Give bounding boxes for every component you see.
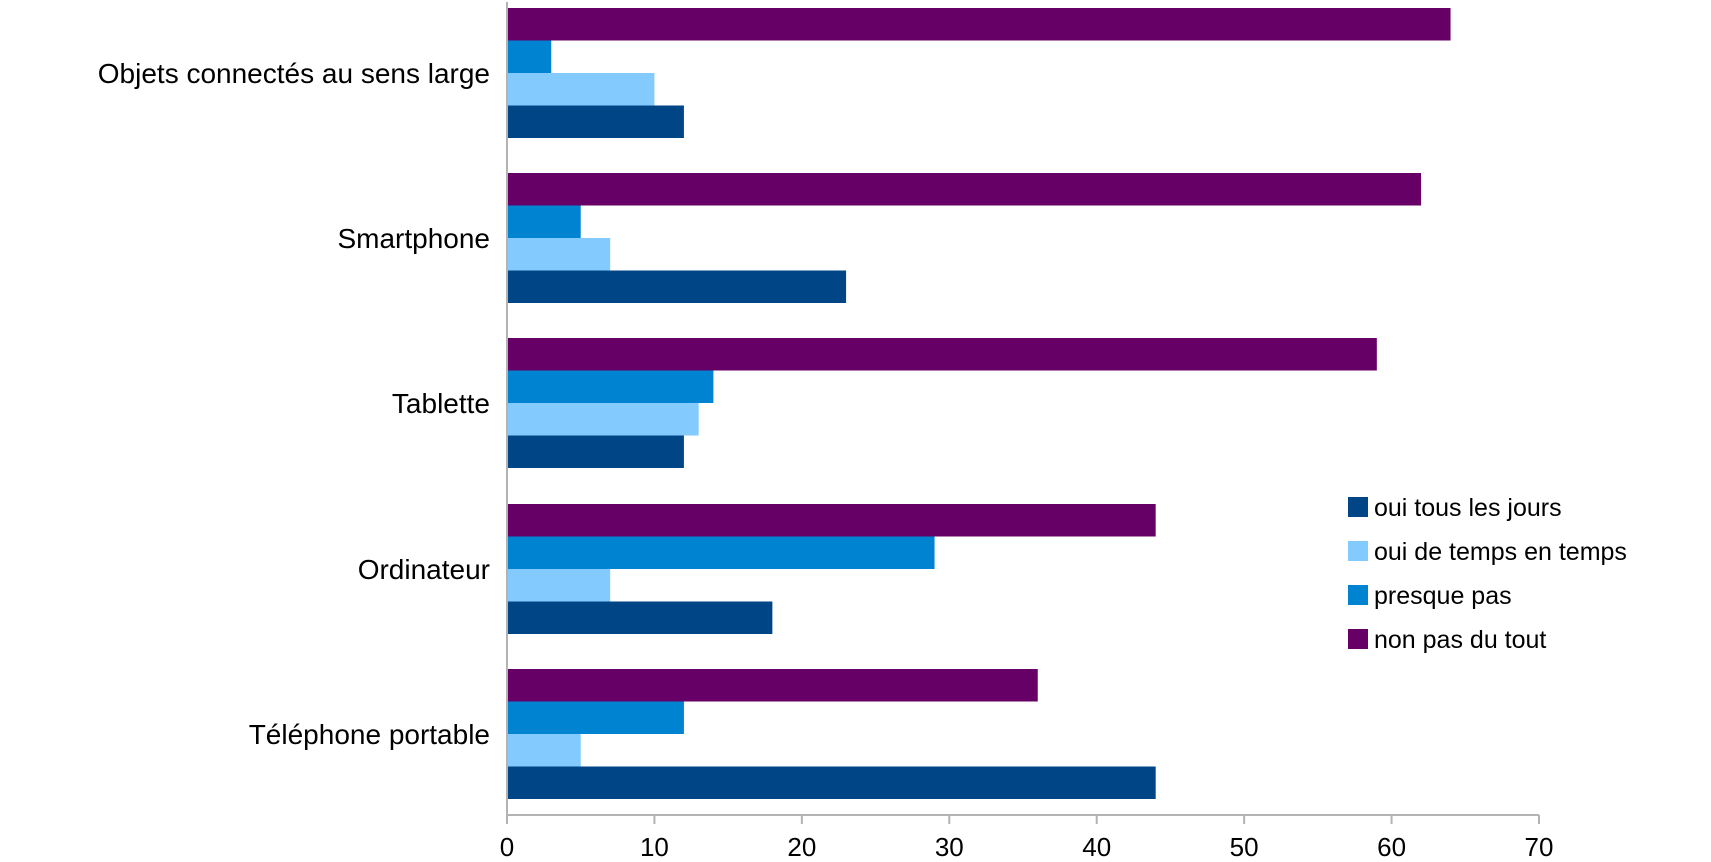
x-tick-label: 20 bbox=[787, 832, 816, 862]
bar-5-4 bbox=[507, 669, 1038, 702]
legend-label: non pas du tout bbox=[1374, 626, 1546, 654]
category-labels: Objets connectés au sens large Smartphone… bbox=[98, 58, 490, 750]
category-label: Ordinateur bbox=[358, 554, 490, 585]
bar-4-1 bbox=[507, 601, 773, 634]
legend-label: oui tous les jours bbox=[1374, 494, 1562, 522]
category-label: Téléphone portable bbox=[249, 719, 490, 750]
bar-3-1 bbox=[507, 435, 684, 468]
x-tick-label: 30 bbox=[935, 832, 964, 862]
bar-3-3 bbox=[507, 370, 714, 403]
bars-group bbox=[507, 8, 1451, 799]
bar-1-1 bbox=[507, 105, 684, 138]
x-tick-label: 60 bbox=[1377, 832, 1406, 862]
bar-2-3 bbox=[507, 205, 581, 238]
bar-2-2 bbox=[507, 238, 611, 271]
bar-4-2 bbox=[507, 569, 611, 602]
legend-swatch bbox=[1348, 497, 1368, 517]
bar-2-4 bbox=[507, 173, 1422, 206]
bar-5-3 bbox=[507, 701, 684, 734]
x-tick-label: 50 bbox=[1230, 832, 1259, 862]
bar-1-3 bbox=[507, 40, 552, 73]
bar-2-1 bbox=[507, 270, 847, 303]
x-tick-label: 40 bbox=[1082, 832, 1111, 862]
legend-label: oui de temps en temps bbox=[1374, 538, 1627, 566]
legend-label: presque pas bbox=[1374, 582, 1512, 610]
category-label: Objets connectés au sens large bbox=[98, 58, 490, 89]
x-tick-label: 70 bbox=[1525, 832, 1554, 862]
legend: oui tous les jours oui de temps en temps p… bbox=[1348, 494, 1627, 654]
x-tick-label: 10 bbox=[640, 832, 669, 862]
legend-swatch bbox=[1348, 629, 1368, 649]
legend-swatch bbox=[1348, 541, 1368, 561]
bar-1-2 bbox=[507, 73, 655, 106]
bar-3-4 bbox=[507, 338, 1377, 371]
category-label: Tablette bbox=[392, 388, 490, 419]
legend-swatch bbox=[1348, 585, 1368, 605]
x-tick-label: 0 bbox=[500, 832, 514, 862]
bar-4-4 bbox=[507, 504, 1156, 537]
bar-4-3 bbox=[507, 536, 935, 569]
category-label: Smartphone bbox=[337, 223, 490, 254]
bar-1-4 bbox=[507, 8, 1451, 41]
bar-5-1 bbox=[507, 766, 1156, 799]
x-axis: 0 10 20 30 40 50 60 70 bbox=[500, 2, 1554, 862]
bar-3-2 bbox=[507, 403, 699, 436]
bar-5-2 bbox=[507, 734, 581, 767]
